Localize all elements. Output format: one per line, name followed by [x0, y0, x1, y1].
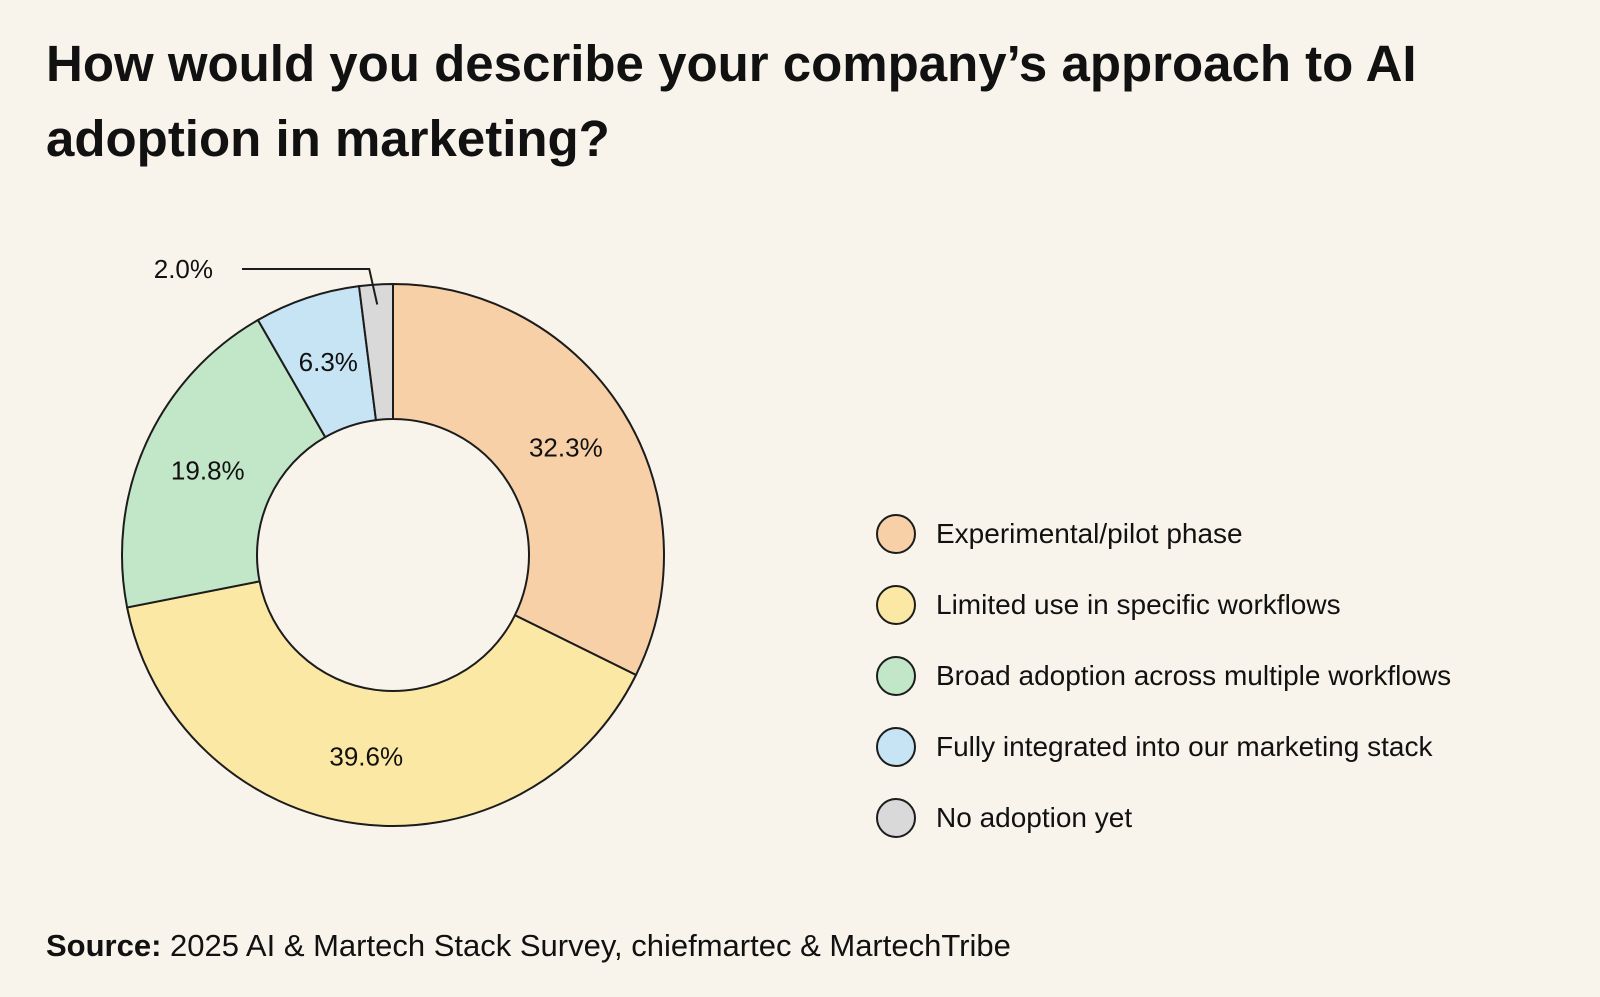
legend-item: Fully integrated into our marketing stac… — [876, 711, 1451, 782]
legend-label: Fully integrated into our marketing stac… — [936, 730, 1433, 762]
legend-label: No adoption yet — [936, 801, 1133, 833]
legend-item: Experimental/pilot phase — [876, 498, 1451, 569]
legend-item: Broad adoption across multiple workflows — [876, 640, 1451, 711]
slice-value-label: 32.3% — [529, 433, 603, 463]
donut-slice — [125, 580, 638, 827]
source-label: Source: — [46, 928, 162, 963]
slice-leader-line — [242, 268, 379, 305]
slice-value-label: 2.0% — [154, 254, 213, 284]
legend-label: Broad adoption across multiple workflows — [936, 659, 1452, 691]
legend-swatch — [876, 797, 916, 838]
legend-label: Limited use in specific workflows — [936, 588, 1341, 620]
donut-slice — [121, 318, 327, 609]
donut-slice — [357, 282, 394, 422]
source-note: Source: 2025 AI & Martech Stack Survey, … — [46, 928, 1011, 964]
legend-swatch — [876, 726, 916, 767]
legend-label: Experimental/pilot phase — [936, 517, 1243, 549]
chart-title: How would you describe your company’s ap… — [46, 35, 1417, 167]
chart-legend: Experimental/pilot phase Limited use in s… — [876, 498, 1451, 853]
donut-slice — [392, 282, 665, 677]
legend-swatch — [876, 513, 916, 554]
slice-value-label: 6.3% — [299, 347, 358, 377]
legend-swatch — [876, 655, 916, 696]
legend-swatch — [876, 584, 916, 625]
slice-value-label: 39.6% — [329, 742, 403, 772]
slice-value-label: 19.8% — [171, 456, 245, 486]
source-text: 2025 AI & Martech Stack Survey, chiefmar… — [170, 928, 1011, 963]
legend-item: Limited use in specific workflows — [876, 569, 1451, 640]
legend-item: No adoption yet — [876, 782, 1451, 853]
